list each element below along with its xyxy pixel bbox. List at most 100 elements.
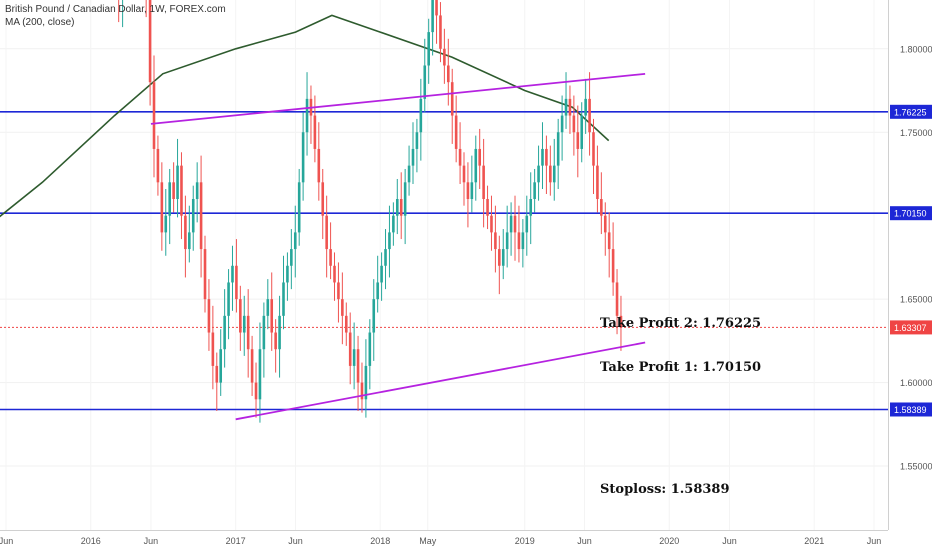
candle-body: [211, 332, 215, 366]
candle-body: [447, 65, 450, 83]
candle-body: [450, 82, 454, 116]
take-profit-1-label: Take Profit 1: 1.70150: [600, 360, 762, 375]
candle-body: [592, 132, 595, 166]
candle-body: [290, 249, 293, 266]
candle-body: [403, 182, 407, 216]
candle-body: [388, 232, 391, 250]
candle-body: [156, 148, 160, 183]
candle-body: [588, 98, 591, 133]
candle-body: [250, 349, 254, 383]
candle-body: [568, 98, 572, 116]
candle-body: [600, 199, 603, 216]
candle-body: [423, 65, 427, 99]
candle-body: [168, 182, 171, 216]
candle-body: [282, 282, 285, 316]
candle-body: [301, 132, 305, 183]
candle-body: [215, 365, 219, 383]
candle-body: [203, 249, 207, 300]
x-tick-label: 2019: [515, 536, 535, 546]
x-tick-label: Jun: [722, 536, 737, 546]
candle-body: [188, 232, 191, 250]
candles: [118, 0, 623, 423]
candle-body: [254, 382, 258, 400]
indicator-label: MA (200, close): [5, 17, 75, 28]
candle-body: [482, 165, 485, 200]
candle-body: [278, 315, 281, 350]
trendline: [235, 341, 646, 421]
candle-body: [439, 15, 442, 49]
candle-body: [399, 199, 403, 216]
x-tick-label: Jun: [288, 536, 303, 546]
price-axis[interactable]: 2.150002.100002.050002.000001.950001.900…: [900, 0, 932, 472]
take-profit-2-label: Take Profit 2: 1.76225: [600, 316, 762, 331]
candle-body: [341, 299, 344, 316]
price-label-box: [890, 320, 932, 335]
chart-title: British Pound / Canadian Dollar, 1W, FOR…: [5, 4, 226, 15]
candle-body: [552, 165, 556, 183]
candle-body: [537, 165, 540, 183]
candle-body: [317, 148, 321, 183]
candle-body: [411, 148, 415, 166]
candle-body: [572, 115, 576, 133]
x-tick-label: 2021: [804, 536, 824, 546]
candle-body: [219, 349, 223, 383]
y-tick-label: 1.55000: [900, 462, 932, 472]
trendline: [150, 72, 646, 125]
candle-body: [431, 0, 434, 33]
candle-body: [199, 182, 203, 250]
candle-body: [191, 199, 195, 233]
candle-body: [533, 182, 536, 200]
candle-body: [443, 48, 446, 66]
candle-body: [478, 148, 481, 166]
candle-body: [344, 315, 348, 333]
candle-body: [427, 32, 430, 66]
price-label-box: [890, 104, 932, 119]
x-tick-label: 2016: [81, 536, 101, 546]
candle-body: [517, 232, 521, 250]
candle-body: [556, 132, 560, 166]
candle-body: [384, 249, 387, 266]
time-axis[interactable]: Jun 2016 Jun 2017 Jun 2018 May 2019 Jun 2020 Jun 20…: [0, 536, 881, 546]
candle-body: [313, 115, 317, 149]
candle-body: [603, 215, 607, 233]
candle-body: [395, 199, 399, 216]
candle-body: [596, 165, 599, 200]
candle-body: [454, 115, 458, 149]
candle-body: [607, 232, 611, 250]
candle-body: [172, 182, 175, 200]
candle-body: [435, 0, 438, 16]
candle-body: [509, 215, 513, 233]
candle-body: [242, 315, 246, 333]
price-label-text: 1.70150: [894, 209, 927, 219]
candle-body: [246, 315, 250, 350]
candle-body: [364, 365, 368, 400]
candle-body: [321, 182, 325, 216]
trendlines[interactable]: [150, 72, 646, 421]
candle-body: [207, 299, 211, 333]
candle-body: [380, 265, 383, 283]
candle-body: [180, 165, 183, 216]
x-tick-label: Jun: [0, 536, 13, 546]
candle-body: [352, 349, 356, 366]
candle-body: [227, 282, 230, 316]
candle-body: [274, 332, 277, 350]
x-tick-label: Jun: [577, 536, 592, 546]
candle-body: [297, 182, 301, 233]
x-tick-label: Jun: [867, 536, 882, 546]
price-labels: 1.76225 1.70150 1.63307 1.58389: [890, 104, 932, 417]
y-tick-label: 1.80000: [900, 44, 932, 54]
candle-body: [270, 299, 274, 333]
candle-body: [356, 349, 360, 383]
candle-body: [333, 265, 336, 283]
candle-body: [164, 215, 168, 233]
candle-body: [372, 299, 376, 333]
candle-body: [286, 265, 289, 283]
candle-body: [501, 249, 505, 266]
price-label-text: 1.63307: [894, 323, 927, 333]
price-label-text: 1.76225: [894, 107, 927, 117]
candle-body: [474, 148, 478, 183]
candle-body: [266, 299, 270, 316]
candle-body: [231, 265, 234, 283]
candle-body: [239, 299, 242, 333]
